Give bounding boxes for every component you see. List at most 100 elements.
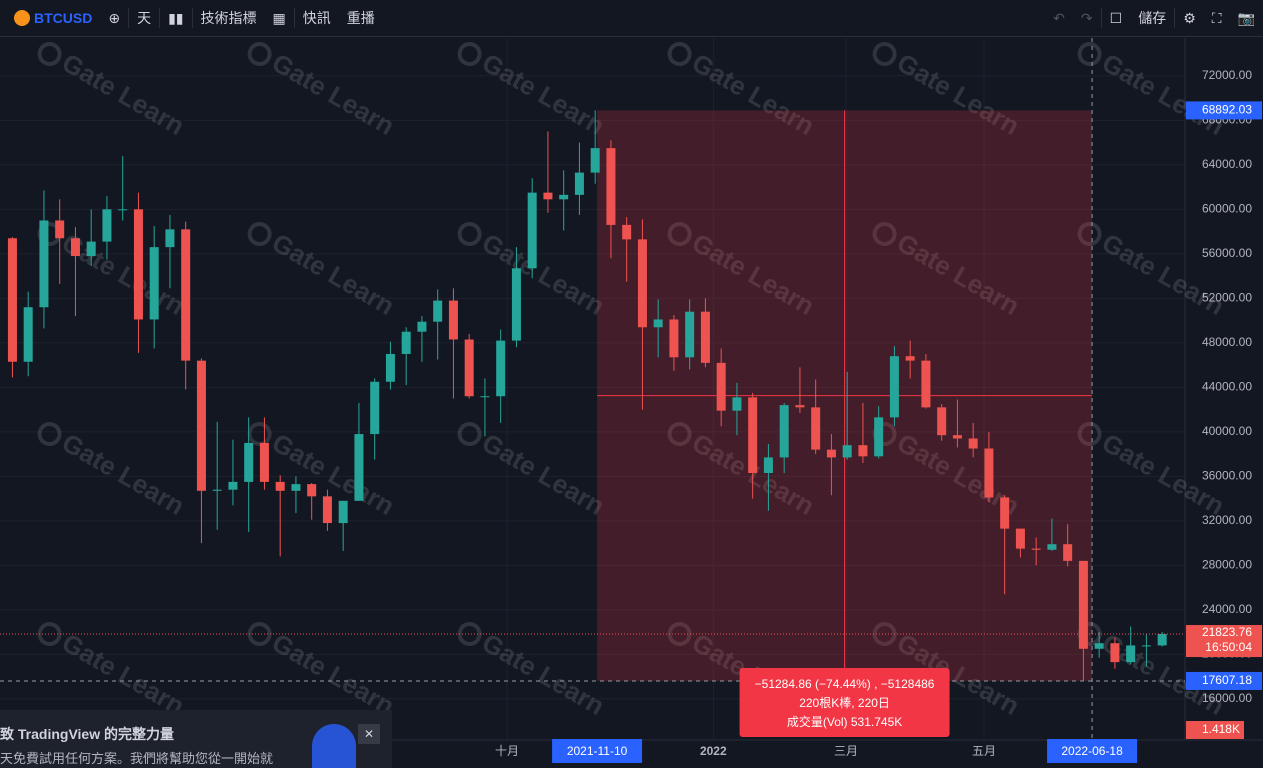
add-symbol[interactable]: ⊕ [108,9,121,26]
watermark: Gate Learn [457,622,610,721]
measure-high-label: 68892.03 [1202,103,1252,117]
close-button[interactable]: ✕ [358,724,380,744]
candle-body [968,438,978,449]
candle-body [826,449,836,458]
interval[interactable]: 天 [137,10,152,26]
candle-body [874,417,884,457]
layouts[interactable]: ▦ [272,9,286,26]
y-tick-label: 36000.00 [1202,469,1252,483]
candle-body [669,319,679,358]
watermark-logo [667,622,692,646]
indicators[interactable]: 技術指標 [200,10,257,26]
watermark-text: Gate Learn [267,427,400,521]
date-badge [552,739,643,763]
candle-body [716,362,726,411]
last-price-label: 21823.76 [1202,625,1252,639]
last-price-badge [1186,625,1262,658]
x-tick-label: 三月 [834,744,858,758]
replay[interactable]: 重播 [346,10,375,26]
candle-body [244,442,254,482]
promo-title: 致 TradingView 的完整力量 [0,726,174,742]
watermark-logo [457,422,482,446]
candle-body [86,241,96,257]
y-tick-label: 48000.00 [1202,335,1252,349]
watermark-logo [1077,422,1102,446]
candle-body [1078,560,1088,649]
candle-body [1110,643,1120,663]
candle-body [480,396,490,398]
candle-body [39,220,49,308]
snapshot[interactable]: 📷 [1237,9,1255,26]
watermark-logo [1077,222,1102,246]
undo[interactable]: ↶ [1053,9,1065,26]
y-tick-label: 32000.00 [1202,513,1252,527]
watermark-logo [872,622,897,646]
fullscreen[interactable]: ⛶ [1211,9,1222,26]
candle-body [322,496,332,524]
candle-body [118,209,128,211]
crosshair-price: 17607.18 [1202,673,1252,687]
price-badge [1186,101,1262,120]
candle-body [149,247,159,320]
watermark-logo [457,222,482,246]
watermark-text: Gate Learn [57,427,190,521]
alerts[interactable]: 快訊 [302,10,331,26]
watermark-logo [37,42,62,66]
watermark-logo [1077,42,1102,66]
candle-body [401,331,411,354]
candle-body [952,435,962,439]
candle-body [921,360,931,408]
countdown-label: 16:50:04 [1205,640,1252,654]
measure-box [739,668,950,737]
candle-body [23,307,33,362]
volume-label: 1.418K [1202,722,1240,736]
candle-body [1126,645,1136,663]
y-tick-label: 16000.00 [1202,691,1252,705]
promo-text: 天免費試用任何方案。我們將幫助您從一開始就 [0,751,274,766]
watermark-text: Gate Learn [477,47,610,141]
save[interactable]: 儲存 [1138,10,1167,26]
layout-box[interactable]: ☐ [1109,9,1123,26]
y-tick-label: 28000.00 [1202,558,1252,572]
candle-body [196,360,206,491]
chart-style[interactable]: ▮▮ [168,9,184,26]
y-tick-label: 52000.00 [1202,291,1252,305]
candle-body [559,194,569,200]
price-badge [1186,671,1262,690]
candle-body [496,340,506,397]
candle-body [889,356,899,418]
candle-body [338,500,348,524]
symbol[interactable]: BTCUSD [34,10,93,26]
candle-body [732,397,742,411]
promo-panel: 致 TradingView 的完整力量 天免費試用任何方案。我們將幫助您從一開始… [0,710,392,768]
candle-body [622,224,632,240]
candle-body [370,381,380,435]
candle-body [606,148,616,225]
x-tick-label: 五月 [972,744,996,758]
y-tick-label: 44000.00 [1202,380,1252,394]
candle-body [433,300,443,322]
y-tick-label: 56000.00 [1202,246,1252,260]
watermark-logo [247,622,272,646]
candle-body [165,229,175,248]
y-tick-label: 60000.00 [1202,201,1252,215]
candle-body [1015,528,1025,549]
settings[interactable]: ⚙ [1183,9,1196,26]
measure-change: −51284.86 (−74.44%) , −5128486 [755,677,935,691]
y-tick-label: 72000.00 [1202,68,1252,82]
candle-body [637,239,647,328]
watermark-logo [37,422,62,446]
watermark-text: Gate Learn [267,227,400,321]
candle-body [228,481,238,490]
candle-body [448,300,458,340]
watermark-text: Gate Learn [477,227,610,321]
watermark: Gate Learn [247,222,400,321]
y-tick-label: 24000.00 [1202,602,1252,616]
candle-body [937,407,947,436]
redo[interactable]: ↷ [1080,9,1093,26]
date-label: 2021-11-10 [567,744,628,758]
watermark: Gate Learn [37,42,190,141]
candle-body [795,405,805,408]
candle-body [653,319,663,328]
